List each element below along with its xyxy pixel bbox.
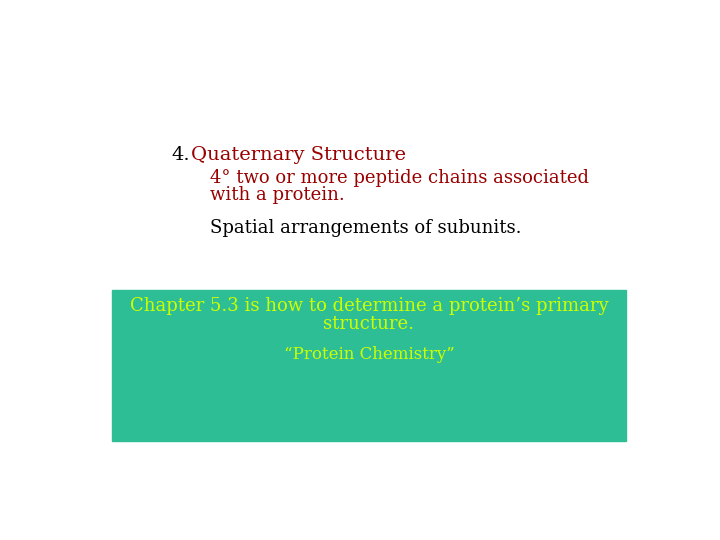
Text: Chapter 5.3 is how to determine a protein’s primary: Chapter 5.3 is how to determine a protei… (130, 298, 608, 315)
Text: with a protein.: with a protein. (210, 186, 345, 205)
Text: Spatial arrangements of subunits.: Spatial arrangements of subunits. (210, 219, 521, 237)
Text: “Protein Chemistry”: “Protein Chemistry” (284, 346, 454, 363)
FancyBboxPatch shape (112, 291, 626, 441)
Text: 4.: 4. (171, 146, 190, 164)
Text: 4° two or more peptide chains associated: 4° two or more peptide chains associated (210, 168, 589, 187)
Text: structure.: structure. (323, 315, 415, 333)
Text: Quaternary Structure: Quaternary Structure (191, 146, 406, 164)
